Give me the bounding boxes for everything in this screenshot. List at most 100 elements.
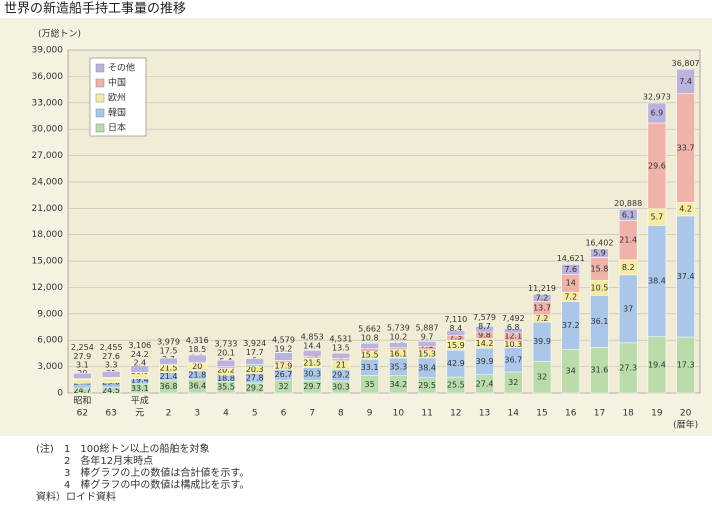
segment-label: 8.2 [622,263,635,272]
x-tick-label: 19 [651,409,663,419]
total-label: 2,254 [71,343,94,352]
segment-label: 4.2 [679,205,692,214]
segment-label: 39.9 [533,337,551,346]
bar-segment [647,102,667,124]
segment-label: 42.9 [447,359,465,368]
note-item: 1 100総トン以上の船舶を対象 [64,442,209,455]
total-label: 20,888 [614,199,642,208]
y-tick-label: 21,000 [32,204,64,214]
total-label: 2,455 [100,343,123,352]
segment-label: 13.5 [332,344,350,353]
segment-label: 6.9 [651,109,664,118]
segment-label: 9.7 [421,332,434,341]
x-tick-label: 11 [421,409,432,419]
era-label: 平成 [131,395,149,407]
note-heading: (注) [36,442,54,455]
y-tick-label: 24,000 [32,177,64,187]
total-label: 3,733 [215,339,238,348]
legend-swatch [95,108,105,118]
segment-label: 29.7 [303,382,321,391]
x-tick-label: 17 [594,409,605,419]
segment-label: 3.1 [76,361,89,370]
segment-label: 9.8 [478,330,491,339]
bar-segment [561,264,580,275]
bar-segment [73,372,92,379]
y-tick-label: 12,000 [32,283,64,293]
segment-label: 20.2 [217,365,235,374]
segment-label: 37.2 [562,321,580,330]
bar-segment [532,294,552,302]
bar-segment [101,377,121,383]
segment-label: 29.5 [418,381,436,390]
segment-label: 7.6 [564,265,577,274]
x-tick-label: 7 [309,409,315,419]
segment-label: 25.5 [447,381,465,390]
total-label: 11,219 [528,284,556,293]
segment-label: 33.1 [361,363,379,372]
total-label: 4,579 [272,335,295,344]
segment-label: 35 [365,380,375,389]
total-label: 16,402 [585,238,613,247]
segment-label: 21.4 [160,372,178,381]
segment-label: 7.2 [536,314,549,323]
segment-label: 5.7 [651,213,664,222]
segment-label: 26.7 [275,370,293,379]
segment-label: 13.7 [533,304,551,313]
bar-segment [302,350,322,357]
x-tick-label: 5 [252,409,258,419]
total-label: 32,973 [643,93,671,102]
segment-label: 18.5 [188,345,206,354]
segment-label: 10.5 [591,283,609,292]
segment-label: 27.9 [73,352,91,361]
chart-title: 世界の新造船手持工事量の推移 [4,1,186,17]
note-item: 3 棒グラフの上の数値は合計値を示す。 [64,466,249,479]
y-tick-label: 18,000 [32,230,64,240]
segment-label: 36.7 [504,355,522,364]
y-tick-label: 15,000 [32,257,64,267]
segment-label: 17.5 [160,346,178,355]
x-tick-label: 4 [223,409,229,419]
note-item: 4 棒グラフの中の数値は構成比を示す。 [64,478,249,491]
legend-label: 韓国 [108,108,126,119]
segment-label: 21.8 [188,371,206,380]
segment-label: 7.2 [536,293,549,302]
segment-label: 8.7 [478,322,491,331]
total-label: 3,924 [243,339,266,348]
segment-label: 27.3 [619,363,637,372]
x-tick-label: 元 [135,409,144,419]
segment-label: 10.8 [361,334,379,343]
total-label: 7,110 [444,315,467,324]
y-tick-label: 3,000 [37,362,63,372]
segment-label: 21.5 [303,358,321,367]
x-tick-label: 63 [105,409,116,419]
segment-label: 20 [192,362,202,371]
x-tick-label: 13 [479,409,490,419]
bar-segment [245,358,264,365]
x-tick-label: 3 [194,409,200,419]
segment-label: 20.1 [217,348,235,357]
segment-label: 34 [566,367,576,376]
segment-label: 15.3 [418,349,436,358]
segment-label: 7.4 [679,77,692,86]
segment-label: 32 [537,373,547,382]
x-tick-label: 2 [166,409,172,419]
bar-segment [331,352,351,359]
segment-label: 12.1 [504,331,522,340]
segment-label: 32 [508,378,518,387]
segment-label: 29.6 [648,161,666,170]
legend-swatch [95,63,105,73]
segment-label: 15.8 [591,264,609,273]
note-item: 2 各年12月末時点 [64,454,153,467]
segment-label: 14.2 [476,339,494,348]
legend-label: 日本 [108,122,126,134]
bar-segment [618,209,638,221]
segment-label: 15.9 [447,341,465,350]
segment-label: 27.8 [246,374,264,383]
segment-label: 2.4 [133,358,146,367]
y-tick-label: 0 [57,389,63,399]
legend-swatch [95,78,105,88]
segment-label: 36.8 [160,382,178,391]
y-tick-label: 36,000 [32,72,64,82]
legend-swatch [95,123,105,133]
segment-label: 33.7 [677,143,695,152]
